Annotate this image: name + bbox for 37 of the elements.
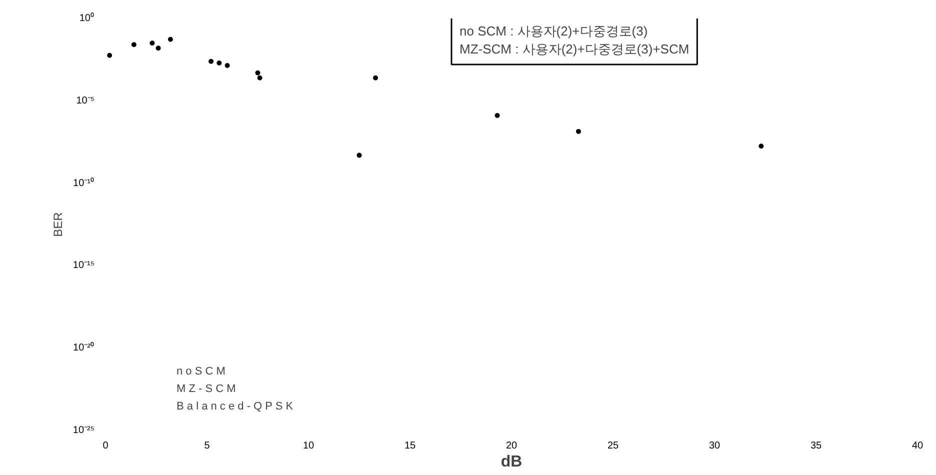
point <box>758 144 764 149</box>
point <box>107 52 112 58</box>
annotation: M Z - S C M <box>176 383 236 395</box>
x-axis-title: dB <box>500 454 522 470</box>
point <box>255 70 260 76</box>
point <box>576 128 581 134</box>
x-tick-label: 10 <box>302 440 314 452</box>
point <box>257 75 262 80</box>
x-tick-label: 15 <box>404 440 416 452</box>
y-tick-label: 10⁻²⁵ <box>72 425 95 436</box>
x-tick-label: 5 <box>204 440 210 452</box>
x-tick-label: 40 <box>912 440 924 452</box>
y-axis-title: BER <box>50 212 65 237</box>
annotation: no SCM : 사용자(2)+다중경로(3) <box>460 24 648 38</box>
point <box>150 40 155 46</box>
annotation: MZ-SCM : 사용자(2)+다중경로(3)+SCM <box>460 42 690 56</box>
y-tick-label: 10⁻¹⁵ <box>72 260 95 272</box>
point <box>131 42 136 48</box>
point <box>208 58 214 64</box>
x-tick-label: 0 <box>102 440 109 452</box>
x-tick-label: 35 <box>810 440 822 452</box>
point <box>224 63 230 68</box>
y-tick-label: 10⁻⁵ <box>76 95 95 106</box>
point <box>494 113 500 118</box>
y-tick-label: 10⁻¹⁰ <box>73 176 94 189</box>
annotation: n o S C M <box>176 366 226 378</box>
x-tick-label: 20 <box>506 440 518 452</box>
point <box>168 36 173 42</box>
point <box>372 75 378 80</box>
x-tick-label: 30 <box>708 440 720 452</box>
point <box>156 46 161 51</box>
point <box>216 60 222 66</box>
y-tick-label: 10⁻²⁰ <box>73 342 94 354</box>
point <box>356 152 362 158</box>
x-tick-label: 25 <box>607 440 619 452</box>
y-tick-label: 10⁰ <box>79 12 94 24</box>
annotation: B a l a n c e d - Q P S K <box>176 400 294 412</box>
